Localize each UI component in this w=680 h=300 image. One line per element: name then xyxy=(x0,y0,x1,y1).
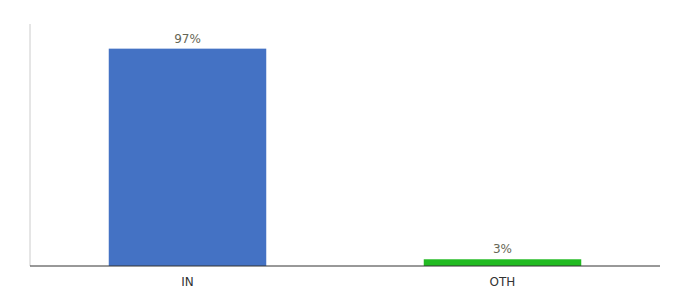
data-label: 97% xyxy=(174,32,201,46)
data-label: 3% xyxy=(493,242,512,256)
bars xyxy=(109,49,582,266)
chart-container: 97% IN 3% OTH xyxy=(0,0,680,300)
bar xyxy=(424,259,582,266)
y-axis-line xyxy=(30,24,31,266)
bar xyxy=(109,49,267,266)
x-tick-label: IN xyxy=(181,275,194,289)
chart: 97% IN 3% OTH xyxy=(0,0,680,300)
x-tick-label: OTH xyxy=(490,275,516,289)
x-axis-line xyxy=(30,266,660,267)
labels: 97% IN 3% OTH xyxy=(174,32,515,289)
